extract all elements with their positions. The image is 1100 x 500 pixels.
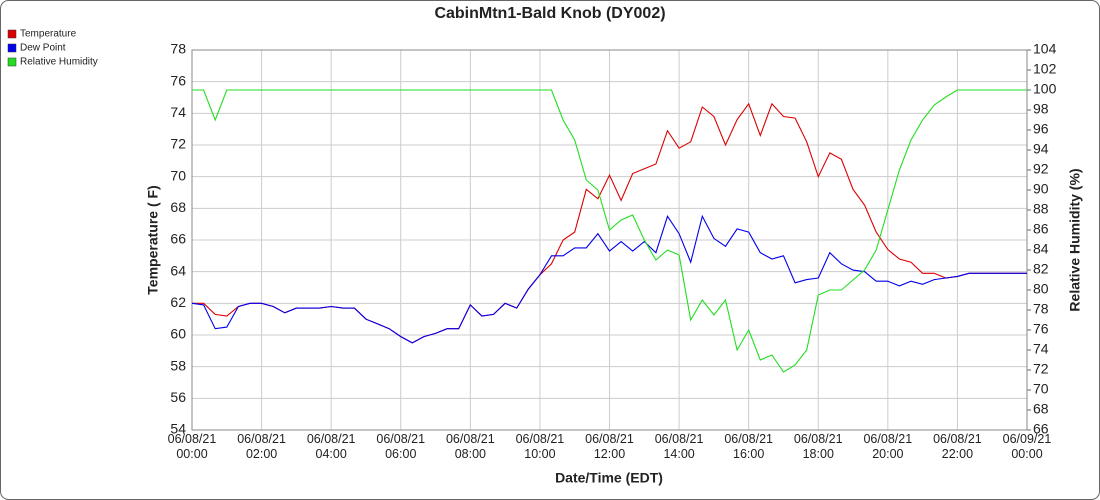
y-tick-label: 76 <box>170 72 186 88</box>
y2-tick-label: 96 <box>1033 121 1049 137</box>
x-tick-label: 06/08/21 22:00 <box>933 432 982 461</box>
x-tick-label: 06/08/21 02:00 <box>237 432 286 461</box>
y2-tick-label: 94 <box>1033 141 1049 157</box>
x-tick-label: 06/08/21 14:00 <box>654 432 704 461</box>
y-tick-label: 54 <box>170 421 186 437</box>
y-tick-label: 78 <box>170 41 186 57</box>
y-tick-label: 64 <box>170 262 186 278</box>
y2-axis-label: Relative Humidity (%) <box>1067 168 1083 311</box>
y2-tick-label: 74 <box>1033 341 1049 357</box>
y2-tick-label: 84 <box>1033 241 1049 257</box>
x-tick-label: 06/08/21 20:00 <box>863 432 913 461</box>
y2-tick-label: 88 <box>1033 201 1049 217</box>
x-tick-label: 06/09/21 00:00 <box>1002 432 1052 461</box>
y2-tick-label: 70 <box>1033 381 1049 397</box>
x-tick-label: 06/08/21 08:00 <box>445 432 495 461</box>
y-tick-label: 58 <box>170 357 186 373</box>
y2-tick-label: 104 <box>1033 41 1057 57</box>
y-tick-label: 70 <box>170 167 186 183</box>
y2-tick-label: 86 <box>1033 221 1049 237</box>
x-tick-label: 06/08/21 10:00 <box>515 432 565 461</box>
y-tick-label: 72 <box>170 136 186 152</box>
legend-swatch <box>7 57 17 67</box>
y2-tick-label: 76 <box>1033 321 1049 337</box>
y-tick-label: 74 <box>170 104 186 120</box>
legend-swatch <box>7 43 17 53</box>
chart-title: CabinMtn1-Bald Knob (DY002) <box>434 5 665 22</box>
y2-tick-label: 82 <box>1033 261 1049 277</box>
series-line <box>192 89 1027 373</box>
legend-label: Dew Point <box>20 43 66 54</box>
legend-label: Relative Humidity <box>20 57 98 68</box>
y2-tick-label: 66 <box>1033 421 1049 437</box>
x-tick-label: 06/08/21 18:00 <box>793 432 843 461</box>
y-tick-label: 60 <box>170 326 186 342</box>
legend-swatch <box>7 29 17 39</box>
x-tick-label: 06/08/21 04:00 <box>306 432 356 461</box>
series-line <box>191 214 1027 344</box>
y2-tick-label: 72 <box>1033 361 1049 377</box>
y-tick-label: 56 <box>170 389 186 405</box>
y2-tick-label: 102 <box>1033 61 1057 77</box>
y-axis-label: Temperature ( F) <box>145 185 161 294</box>
legend-label: Temperature <box>20 29 77 40</box>
y2-tick-label: 98 <box>1033 101 1049 117</box>
y-tick-label: 66 <box>170 231 186 247</box>
y2-tick-label: 68 <box>1033 401 1049 417</box>
x-tick-label: 06/08/21 16:00 <box>724 432 773 461</box>
y2-tick-label: 90 <box>1033 181 1049 197</box>
x-tick-label: 06/08/21 06:00 <box>376 432 426 461</box>
y-tick-label: 62 <box>170 294 186 310</box>
y2-tick-label: 80 <box>1033 281 1049 297</box>
y-tick-label: 68 <box>170 199 186 215</box>
x-tick-label: 06/08/21 00:00 <box>167 432 217 461</box>
y2-tick-label: 100 <box>1033 81 1057 97</box>
y2-tick-label: 78 <box>1033 301 1049 317</box>
x-tick-label: 06/08/21 12:00 <box>585 432 634 461</box>
y2-tick-label: 92 <box>1033 161 1049 177</box>
x-axis-label: Date/Time (EDT) <box>555 470 663 486</box>
plot-area <box>191 49 1028 431</box>
